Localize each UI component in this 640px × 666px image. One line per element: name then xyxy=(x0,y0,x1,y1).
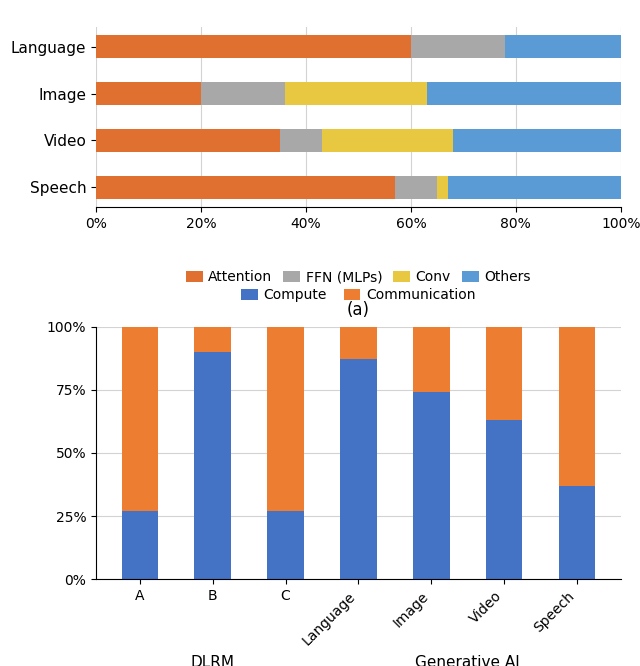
Bar xyxy=(506,35,621,59)
Bar xyxy=(96,82,201,105)
Bar xyxy=(411,35,506,59)
Bar xyxy=(96,129,280,152)
Bar xyxy=(486,420,522,579)
Bar xyxy=(486,326,522,420)
Bar xyxy=(195,352,231,579)
Bar xyxy=(413,326,449,392)
Bar xyxy=(285,82,427,105)
Bar xyxy=(427,82,621,105)
Legend: Attention, FFN (MLPs), Conv, Others: Attention, FFN (MLPs), Conv, Others xyxy=(180,265,536,290)
Bar xyxy=(195,326,231,352)
Bar xyxy=(453,129,621,152)
Bar xyxy=(268,326,304,511)
Text: Generative AI: Generative AI xyxy=(415,655,520,666)
Bar xyxy=(322,129,453,152)
Bar xyxy=(437,176,447,199)
Bar xyxy=(268,511,304,579)
Bar xyxy=(96,35,411,59)
Bar xyxy=(122,326,158,511)
Bar xyxy=(395,176,437,199)
Text: (a): (a) xyxy=(347,301,370,319)
Text: DLRM: DLRM xyxy=(191,655,235,666)
Bar xyxy=(413,392,449,579)
Legend: Compute, Communication: Compute, Communication xyxy=(236,283,481,308)
Bar xyxy=(559,326,595,486)
Bar xyxy=(122,511,158,579)
Bar xyxy=(447,176,621,199)
Bar xyxy=(280,129,322,152)
Bar xyxy=(559,486,595,579)
Bar xyxy=(340,360,376,579)
Bar xyxy=(340,326,376,360)
Bar xyxy=(201,82,285,105)
Y-axis label: Generative AI: Generative AI xyxy=(0,65,3,169)
Bar xyxy=(96,176,395,199)
